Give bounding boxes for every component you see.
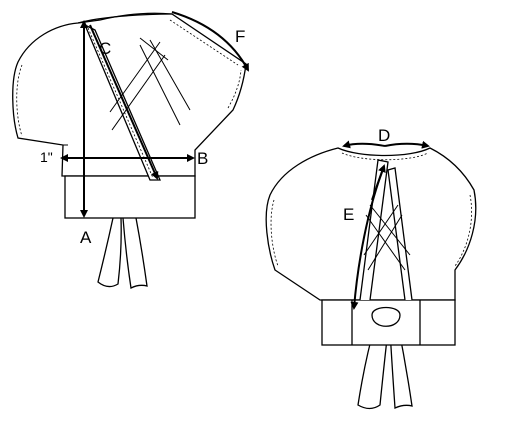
front-measurements bbox=[60, 11, 249, 218]
label-e: E bbox=[343, 205, 355, 224]
label-a: A bbox=[80, 228, 92, 247]
back-tie bbox=[357, 324, 413, 410]
label-b: B bbox=[197, 149, 209, 168]
front-view-garment bbox=[12, 12, 247, 289]
label-c: C bbox=[99, 39, 112, 58]
back-measurements bbox=[342, 140, 430, 310]
measure-c-line bbox=[89, 24, 159, 180]
measure-d-line bbox=[342, 140, 386, 149]
label-f: F bbox=[235, 27, 246, 46]
back-view-garment bbox=[265, 147, 477, 410]
measure-f-line bbox=[171, 11, 249, 72]
front-tie bbox=[97, 217, 148, 289]
label-hem-allowance: 1" bbox=[40, 149, 53, 165]
label-d: D bbox=[378, 126, 391, 145]
back-knot bbox=[371, 306, 401, 327]
